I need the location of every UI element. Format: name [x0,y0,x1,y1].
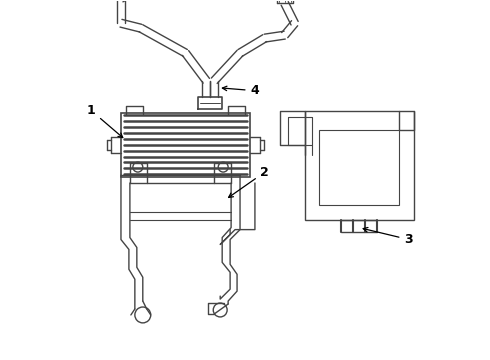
Bar [319,130,399,205]
Text: 4: 4 [222,84,259,97]
Text: 3: 3 [363,228,413,246]
FancyBboxPatch shape [305,111,414,220]
Bar [121,113,250,177]
Text: 1: 1 [87,104,123,138]
Text: 2: 2 [228,166,269,197]
